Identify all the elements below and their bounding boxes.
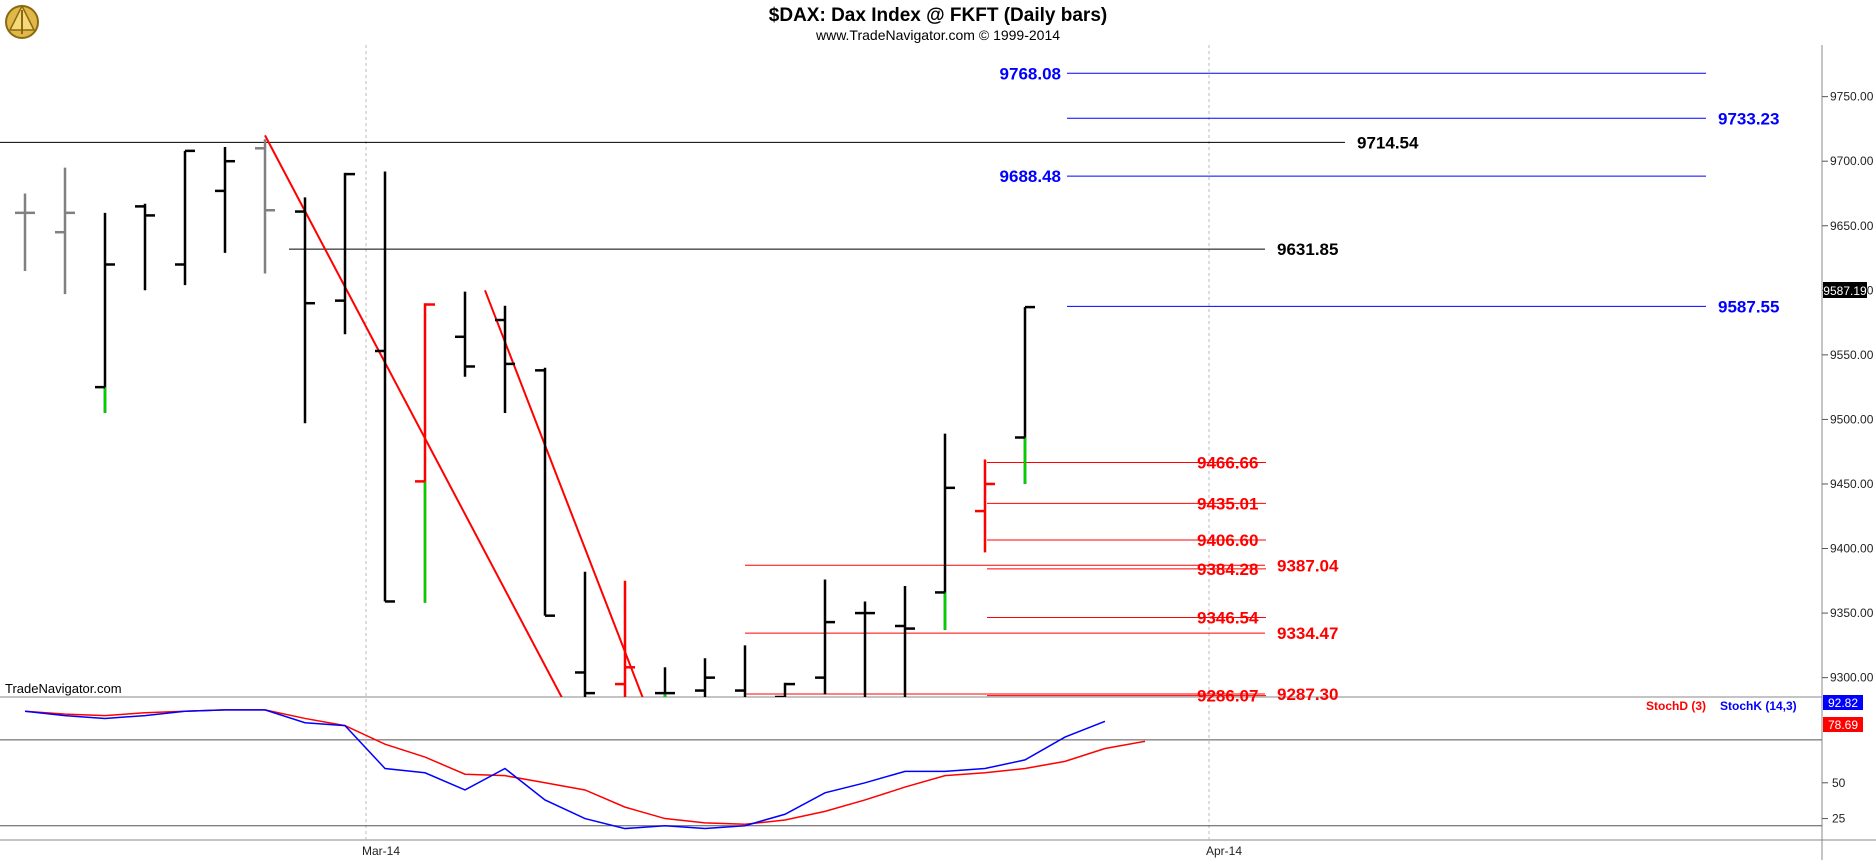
trade-navigator-logo-icon [5,4,39,39]
price-bars [15,139,1035,697]
ohlc-bar [175,149,195,286]
stochk-last-value: 92.82 [1828,696,1858,710]
x-tick-apr-14: Apr-14 [1206,844,1242,858]
ohlc-bar [735,645,747,697]
y-tick-label: 9650.00 [1830,219,1874,233]
ohlc-bar [895,585,915,697]
level-label: 9733.23 [1718,109,1779,128]
trend-line [484,289,644,697]
y-tick-label: 9450.00 [1830,477,1874,491]
y-tick-label: 9350.00 [1830,606,1874,620]
ohlc-bar [295,197,315,424]
trend-line [264,134,563,697]
stoch-tick-label: 50 [1832,776,1846,790]
y-tick-label: 9300.00 [1830,671,1874,685]
y-tick-label: 9400.00 [1830,542,1874,556]
y-tick-label: 9750.00 [1830,90,1874,104]
level-label: 9714.54 [1357,133,1419,152]
ohlc-bar [15,193,35,271]
ohlc-bar [215,146,235,253]
ohlc-bar [1015,305,1035,484]
legend-stochk: StochK (14,3) [1720,699,1797,713]
x-tick-mar-14: Mar-14 [362,844,400,858]
legend-stochd: StochD (3) [1646,699,1706,713]
ohlc-bar [335,172,355,335]
last-price-value: 9587.19 [1823,284,1867,298]
ohlc-bar [495,305,515,413]
ohlc-bar [455,291,475,377]
plot-background [0,45,1822,860]
ohlc-bar [615,580,635,697]
level-label: 9406.60 [1197,531,1258,550]
ohlc-bar [535,367,555,617]
last-price-tag [1823,282,1867,298]
ohlc-bar [855,601,875,697]
level-label: 9286.07 [1197,687,1258,706]
chart-subtitle: www.TradeNavigator.com © 1999-2014 [815,27,1060,43]
ohlc-bar [975,459,995,553]
watermark-label: TradeNavigator.com [5,681,122,696]
y-tick-label: 9500.00 [1830,412,1874,426]
ohlc-bar [415,303,435,603]
level-label: 9334.47 [1277,624,1338,643]
level-label: 9346.54 [1197,609,1259,628]
level-label: 9387.04 [1277,556,1339,575]
stoch-line [24,709,1106,830]
ohlc-bar [375,171,395,603]
level-label: 9435.01 [1197,494,1258,513]
ohlc-bar [55,167,75,295]
level-label: 9631.85 [1277,240,1338,259]
ohlc-bar [815,579,835,695]
trend-lines [264,134,644,697]
stochastic-pane: 50 25 [0,709,1846,830]
stochd-last-tag [1823,717,1863,732]
level-label: 9466.66 [1197,453,1258,472]
stoch-tick-label: 25 [1832,812,1846,826]
stochk-last-tag [1823,695,1863,710]
y-tick-label: 9550.00 [1830,348,1874,362]
ohlc-bar [695,658,715,697]
chart-title: $DAX: Dax Index @ FKFT (Daily bars) [769,5,1107,26]
y-tick-label: 9700.00 [1830,154,1874,168]
grid-layer [365,45,1210,840]
level-label: 9384.28 [1197,560,1258,579]
level-label: 9587.55 [1718,297,1779,316]
ohlc-bar [255,139,275,274]
stochd-last-value: 78.69 [1828,718,1858,732]
ohlc-bar [575,571,595,697]
ohlc-bar [95,212,115,413]
level-label: 9768.08 [1000,64,1061,83]
ohlc-bar [775,682,795,697]
ohlc-bar [655,667,675,697]
level-lines: 9768.08 9733.23 9714.54 9688.48 9631.85 9587.… [0,64,1779,706]
ohlc-bar [135,203,155,291]
level-label: 9688.48 [1000,167,1061,186]
ohlc-bar [935,433,955,630]
level-label: 9287.30 [1277,685,1338,704]
price-axis: 9750.009700.009650.009600.009550.009500.… [1822,90,1874,685]
